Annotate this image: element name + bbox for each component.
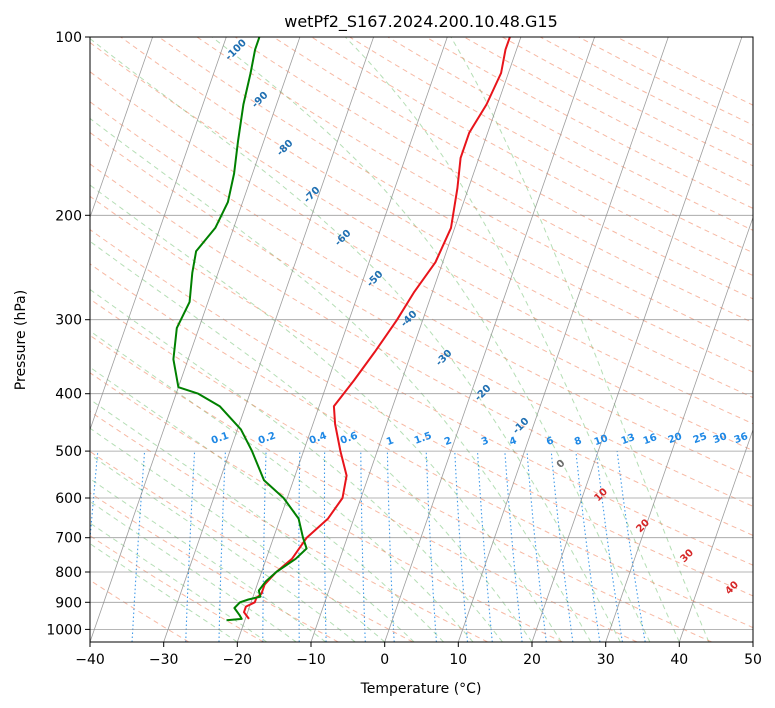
x-tick-label: 10	[449, 652, 467, 668]
mixing-ratio-label: 25	[692, 431, 709, 446]
dry-adiabat-line	[90, 41, 753, 425]
mixing-ratio-label: 1	[385, 435, 395, 448]
moist-adiabat-line	[90, 522, 268, 642]
profile-series	[172, 37, 511, 622]
x-axis: −40 −30 −20 −10 0 10 20 30 40 50	[75, 642, 762, 668]
dry-adiabat-line	[90, 131, 753, 507]
mixing-ratio-line	[90, 451, 99, 546]
y-axis-label: Pressure (hPa)	[13, 290, 29, 390]
isotherm-line	[752, 640, 753, 642]
dry-adiabat-line	[90, 229, 753, 597]
mixing-ratio-label: 8	[573, 435, 583, 448]
dry-adiabat-line	[90, 410, 488, 642]
x-axis-label: Temperature (°C)	[360, 681, 482, 697]
dry-adiabat-line	[90, 450, 414, 642]
isotherm-line	[90, 37, 301, 642]
mixing-ratio-label: 30	[712, 431, 729, 446]
mixing-ratio-line	[616, 451, 646, 642]
y-tick-label: 500	[55, 444, 82, 460]
moist-adiabat-line	[90, 38, 621, 642]
moist-adiabat-line	[90, 500, 297, 642]
moist-adiabat-line	[90, 240, 533, 642]
mixing-ratio-line	[575, 451, 601, 642]
moist-adiabat-line	[90, 117, 592, 642]
y-tick-label: 800	[55, 565, 82, 581]
mixing-ratio-line	[550, 451, 574, 642]
mixing-ratio-line	[504, 451, 523, 642]
y-tick-label: 200	[55, 208, 82, 224]
x-tick-label: 20	[523, 652, 541, 668]
dry-adiabat-line	[234, 37, 753, 324]
y-tick-label: 400	[55, 387, 82, 403]
mixing-ratio-label: 4	[508, 435, 518, 448]
y-tick-label: 1000	[46, 622, 82, 638]
mixing-ratio-line	[476, 451, 493, 642]
dry-adiabat-line	[90, 263, 753, 629]
y-tick-label: 700	[55, 531, 82, 547]
moist-adiabat-line	[90, 288, 503, 642]
isotherm-line	[0, 37, 79, 642]
isotherm-line	[236, 37, 448, 642]
mixing-ratio-label: 13	[620, 432, 637, 447]
mixing-ratio-label: 20	[667, 431, 684, 446]
mixing-ratio-label: 2	[443, 435, 453, 448]
chart-title: wetPf2_S167.2024.200.10.48.G15	[284, 12, 558, 32]
isotherm-line	[90, 37, 227, 431]
mixing-ratio-line	[526, 451, 547, 642]
x-tick-label: −30	[149, 652, 179, 668]
mixing-ratio-lines	[90, 451, 646, 642]
isotherm-line	[163, 37, 374, 642]
x-tick-label: −10	[296, 652, 326, 668]
moist-adiabat-line	[344, 37, 680, 642]
x-tick-label: 50	[744, 652, 762, 668]
plot-frame	[89, 36, 754, 643]
isotherm-line	[384, 37, 595, 642]
x-tick-label: −40	[75, 652, 105, 668]
isotherm-line	[531, 37, 743, 642]
mixing-ratio-label: 10	[593, 433, 610, 448]
dry-adiabat-line	[158, 37, 753, 373]
dry-adiabats	[90, 37, 753, 642]
x-tick-label: −20	[223, 652, 253, 668]
y-tick-label: 900	[55, 595, 82, 611]
x-tick-label: 0	[380, 652, 389, 668]
moist-adiabat-line	[90, 330, 474, 642]
isobar-grid	[90, 37, 753, 630]
mixing-ratio-label: 36	[733, 431, 750, 446]
mixing-ratio-label: 6	[545, 435, 555, 448]
dewpoint-profile-line	[172, 37, 308, 622]
plot-background	[90, 37, 753, 642]
moist-adiabat-line	[90, 398, 415, 642]
mixing-ratio-line	[595, 451, 623, 642]
dry-adiabat-line	[90, 298, 712, 642]
x-tick-label: 40	[670, 652, 688, 668]
x-tick-label: 30	[597, 652, 615, 668]
y-axis: 100 200 300 400 500 600 700 800 900 1000	[46, 30, 90, 638]
dry-adiabat-line	[90, 535, 264, 642]
y-tick-label: 300	[55, 313, 82, 329]
dry-adiabat-line	[90, 163, 753, 536]
moist-adiabat-line	[90, 478, 327, 642]
isotherm-line	[605, 216, 753, 642]
y-tick-label: 600	[55, 491, 82, 507]
mixing-ratio-label: 16	[642, 432, 659, 447]
moist-adiabat-line	[90, 543, 238, 642]
mixing-ratio-label: 3	[480, 435, 490, 448]
isotherm-grid	[0, 37, 753, 642]
moist-adiabat-line	[211, 37, 651, 642]
isotherm-line	[678, 428, 753, 642]
moist-adiabat-line	[90, 184, 562, 642]
isotherm-line	[457, 37, 669, 642]
moist-adiabat-line	[90, 427, 386, 642]
isotherm-line	[90, 37, 153, 219]
plot-area: -100-90-80-70-60-50-40-30-20-10010203040…	[0, 37, 753, 642]
isotherm-line	[310, 37, 522, 642]
isotherm-line	[0, 37, 5, 642]
y-tick-label: 100	[55, 30, 82, 46]
dry-adiabat-line	[90, 101, 753, 479]
